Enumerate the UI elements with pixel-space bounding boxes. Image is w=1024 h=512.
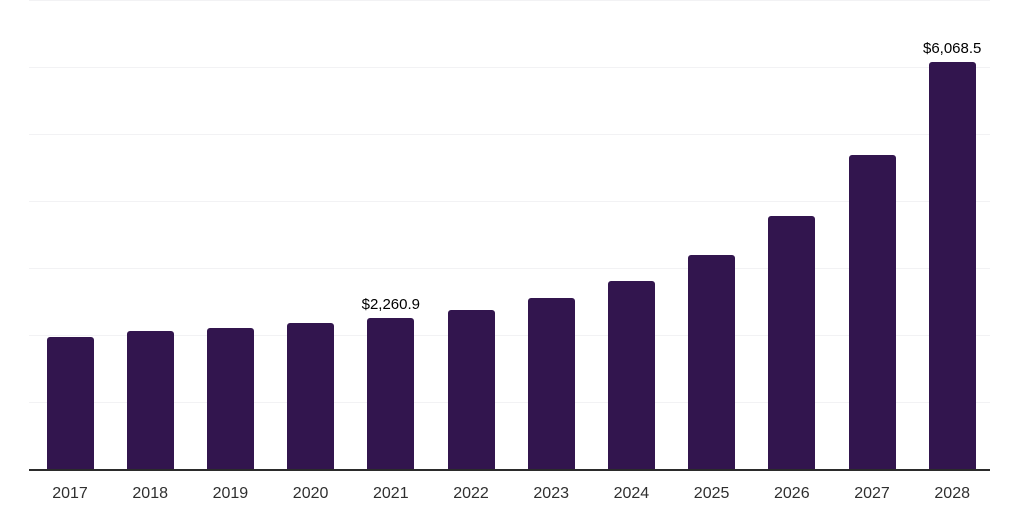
bar-2018[interactable] (126, 330, 174, 469)
bar-2026[interactable] (768, 215, 816, 469)
x-tick-label-2025: 2025 (693, 485, 730, 502)
gridline (29, 201, 990, 202)
bar-2020[interactable] (287, 322, 335, 469)
bar-2023[interactable] (527, 297, 575, 469)
bar-2021[interactable] (367, 317, 415, 469)
bar-2028[interactable] (928, 62, 976, 469)
x-tick-label-2027: 2027 (854, 485, 890, 502)
x-axis-line (29, 469, 990, 471)
bar-2024[interactable] (607, 280, 655, 469)
x-tick-label-2024: 2024 (613, 485, 650, 502)
bar-2027[interactable] (848, 155, 896, 469)
gridline (29, 335, 990, 336)
data-label-2021: $2,260.9 (361, 295, 420, 313)
bar-2017[interactable] (46, 336, 94, 469)
bar-2022[interactable] (447, 309, 495, 469)
plot-area: $2,260.9 $6,068.5 (29, 0, 990, 471)
gridline (29, 402, 990, 403)
x-tick-label-2017: 2017 (52, 485, 88, 502)
bar-2025[interactable] (688, 254, 736, 469)
gridline (29, 0, 990, 1)
gridline (29, 134, 990, 135)
x-tick-label-2021: 2021 (373, 485, 409, 502)
x-tick-label-2018: 2018 (132, 485, 168, 502)
x-tick-label-2019: 2019 (212, 485, 249, 502)
data-label-2028: $6,068.5 (922, 40, 982, 58)
x-tick-label-2028: 2028 (934, 485, 970, 502)
bar-2019[interactable] (206, 327, 254, 469)
x-tick-label-2020: 2020 (292, 485, 329, 502)
x-tick-label-2022: 2022 (453, 485, 489, 502)
x-tick-label-2023: 2023 (533, 485, 569, 502)
gridline (29, 268, 990, 269)
x-tick-label-2026: 2026 (774, 485, 810, 502)
gridline (29, 67, 990, 68)
